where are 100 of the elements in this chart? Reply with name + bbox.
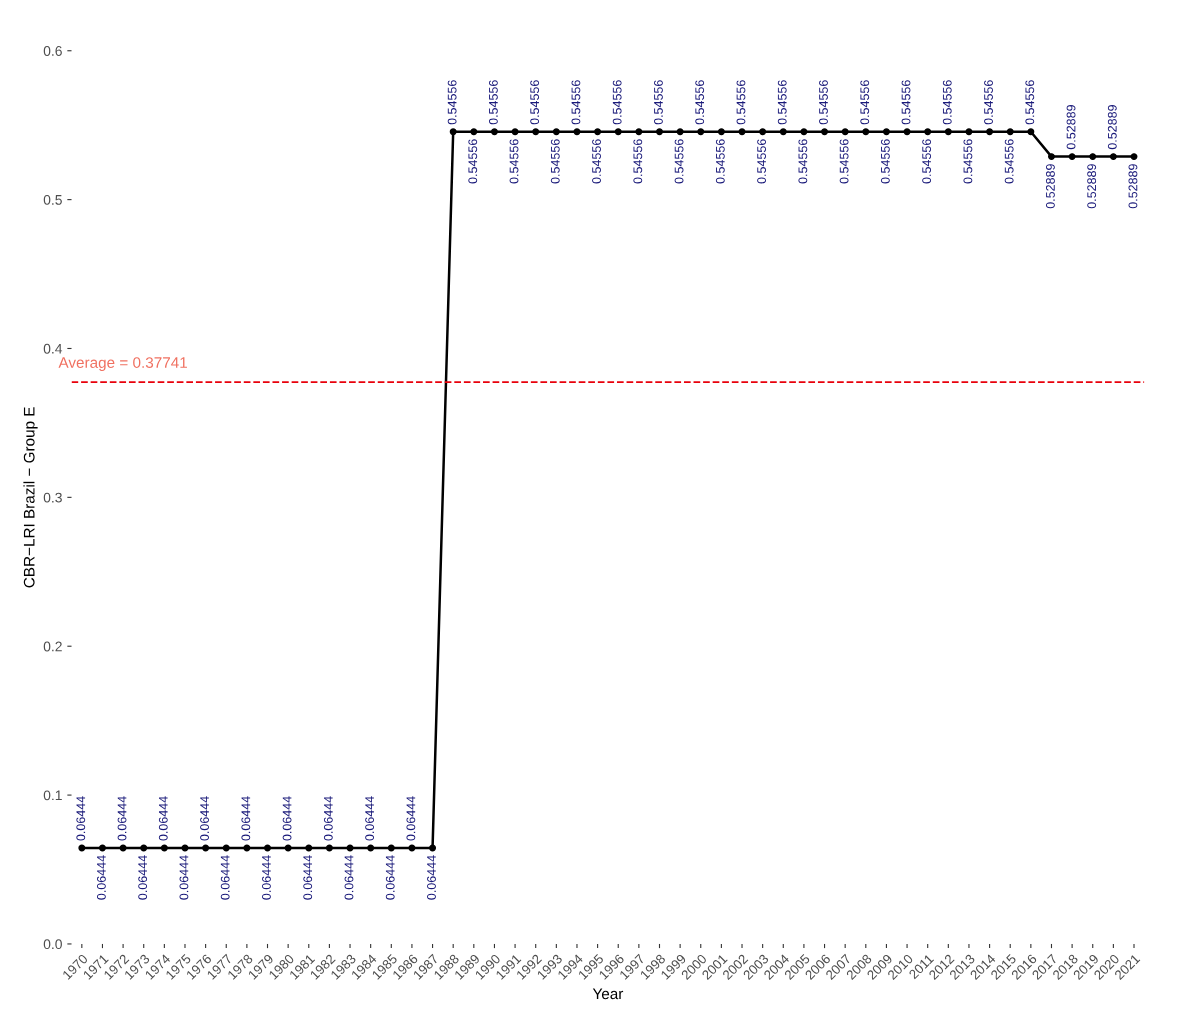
point <box>387 844 395 852</box>
data-label: 0.54556 <box>736 80 746 125</box>
data-label: 0.06444 <box>323 796 333 841</box>
data-label: 0.54556 <box>509 139 519 184</box>
data-label: 0.52889 <box>1128 164 1138 209</box>
data-label: 0.06444 <box>220 855 230 900</box>
point <box>986 128 994 136</box>
point <box>243 844 251 852</box>
point <box>821 128 829 136</box>
point <box>470 128 478 136</box>
data-label: 0.54556 <box>880 139 890 184</box>
point <box>635 128 643 136</box>
point <box>1048 153 1055 161</box>
data-label: 0.06444 <box>96 855 106 900</box>
y-tick-label: 0.0 <box>43 939 62 950</box>
data-label: 0.54556 <box>674 139 684 184</box>
x-axis-title: Year <box>592 988 624 1000</box>
point <box>573 128 581 136</box>
point <box>532 128 540 136</box>
point <box>697 128 705 136</box>
data-label: 0.06444 <box>427 855 436 900</box>
point <box>862 128 870 136</box>
point <box>160 844 168 852</box>
data-label: 0.54556 <box>1004 139 1014 184</box>
point <box>903 128 911 136</box>
point <box>449 128 457 136</box>
y-tick-label: 0.5 <box>43 194 62 205</box>
point <box>614 128 622 136</box>
data-label: 0.54556 <box>654 80 663 125</box>
data-label: 0.52889 <box>1066 105 1076 150</box>
data-label: 0.06444 <box>200 796 209 841</box>
data-label: 0.52889 <box>1045 164 1055 209</box>
point <box>325 844 333 852</box>
data-label: 0.06444 <box>406 796 416 841</box>
point <box>759 128 767 136</box>
data-label: 0.52889 <box>1107 105 1117 150</box>
point <box>656 128 663 136</box>
data-label: 0.54556 <box>571 80 581 125</box>
data-label: 0.06444 <box>282 796 292 841</box>
point <box>738 128 746 136</box>
point <box>284 844 292 852</box>
data-label: 0.06444 <box>117 796 127 841</box>
point <box>779 128 787 136</box>
y-tick-label: 0.6 <box>43 46 62 56</box>
data-label: 0.06444 <box>179 855 189 900</box>
point <box>511 128 519 136</box>
point <box>924 128 932 136</box>
point <box>429 844 437 852</box>
point <box>78 844 86 852</box>
data-label: 0.06444 <box>262 855 271 900</box>
point <box>1089 153 1097 161</box>
data-label: 0.54556 <box>922 139 932 184</box>
y-axis-title: CBR−LRI Brazil − Group E <box>23 407 38 588</box>
point <box>202 844 210 852</box>
point <box>676 128 684 136</box>
data-label: 0.54556 <box>819 80 828 125</box>
data-label: 0.54556 <box>1025 80 1035 125</box>
point <box>490 128 498 136</box>
point <box>965 128 973 136</box>
data-label: 0.06444 <box>303 855 313 900</box>
data-label: 0.06444 <box>138 855 148 900</box>
point <box>222 844 230 852</box>
point <box>944 128 952 136</box>
point <box>1068 153 1076 161</box>
y-tick-label: 0.1 <box>43 790 62 801</box>
data-label: 0.52889 <box>1087 164 1097 209</box>
data-label: 0.54556 <box>530 80 540 125</box>
data-label: 0.54556 <box>798 139 808 184</box>
data-label: 0.54556 <box>468 139 478 184</box>
y-tick-label: 0.3 <box>43 492 62 503</box>
y-tick-label: 0.2 <box>43 641 62 652</box>
data-label: 0.06444 <box>385 855 395 900</box>
point <box>140 844 148 852</box>
data-label: 0.54556 <box>942 80 952 125</box>
point <box>882 128 890 136</box>
data-label: 0.54556 <box>777 80 787 125</box>
data-label: 0.54556 <box>612 80 622 125</box>
point <box>594 128 602 136</box>
data-label: 0.06444 <box>365 796 375 841</box>
point <box>552 128 560 136</box>
y-tick-label: 0.4 <box>43 343 63 354</box>
point <box>264 844 271 852</box>
point <box>305 844 313 852</box>
data-label: 0.54556 <box>901 80 911 125</box>
point <box>367 844 375 852</box>
point <box>717 128 725 136</box>
data-label: 0.54556 <box>550 139 560 184</box>
data-label: 0.54556 <box>757 139 767 184</box>
data-label: 0.54556 <box>488 80 498 125</box>
point <box>1130 153 1138 161</box>
point <box>1006 128 1014 136</box>
data-label: 0.06444 <box>241 796 251 841</box>
data-label: 0.54556 <box>447 80 457 125</box>
data-label: 0.54556 <box>715 139 725 184</box>
data-label: 0.54556 <box>963 139 973 184</box>
data-label: 0.54556 <box>695 80 705 125</box>
data-label: 0.54556 <box>592 139 601 184</box>
data-label: 0.06444 <box>76 796 86 841</box>
data-label: 0.54556 <box>860 80 870 125</box>
point <box>841 128 849 136</box>
